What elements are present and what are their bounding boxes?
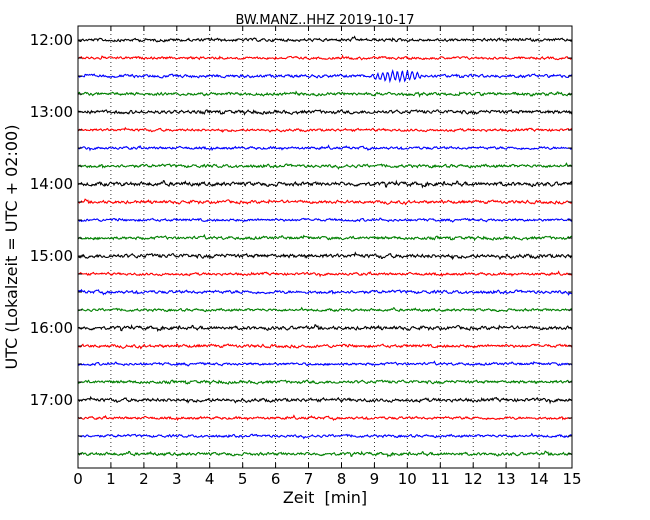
x-tick-label-3: 3: [172, 470, 182, 488]
y-tick-label-4: 16:00: [30, 319, 73, 337]
trace-1230: [77, 68, 573, 84]
x-axis-ticks: 0 1 2 3 4 5 6 7 8 9 10 11 12 13 14 15: [73, 26, 582, 488]
trace-1330: [77, 144, 573, 152]
x-tick-label-12: 12: [464, 470, 483, 488]
x-tick-label-1: 1: [106, 470, 116, 488]
trace-1300: [77, 109, 573, 116]
trace-1445: [77, 233, 573, 242]
trace-1600: [77, 324, 573, 333]
trace-1415: [77, 198, 573, 206]
trace-1245: [77, 90, 573, 98]
x-tick-label-4: 4: [205, 470, 215, 488]
y-axis-ticks: 12:00 13:00 14:00 15:00 16:00 17:00: [30, 31, 572, 455]
trace-1345: [77, 162, 573, 170]
x-tick-label-7: 7: [304, 470, 314, 488]
trace-1730: [77, 432, 573, 440]
trace-1515: [77, 270, 573, 278]
trace-1645: [77, 379, 573, 386]
trace-1700: [77, 395, 573, 405]
y-tick-label-3: 15:00: [30, 247, 73, 265]
y-tick-label-1: 13:00: [30, 103, 73, 121]
trace-1400: [77, 179, 573, 189]
trace-1530: [77, 288, 573, 296]
trace-1200: [77, 35, 573, 43]
x-tick-label-8: 8: [337, 470, 347, 488]
x-tick-label-0: 0: [73, 470, 83, 488]
y-axis-label: UTC (Lokalzeit = UTC + 02:00): [2, 125, 21, 370]
x-tick-label-9: 9: [370, 470, 380, 488]
x-tick-label-2: 2: [139, 470, 149, 488]
x-axis-label: Zeit [min]: [283, 488, 367, 507]
trace-1615: [77, 343, 573, 350]
trace-1215: [77, 54, 573, 61]
trace-1430: [77, 217, 573, 223]
x-tick-label-5: 5: [238, 470, 248, 488]
seismic-traces: [77, 35, 573, 458]
trace-1630: [77, 360, 573, 367]
trace-1315: [77, 126, 573, 133]
plot-frame: [77, 25, 573, 469]
x-tick-label-15: 15: [562, 470, 581, 488]
chart-title: BW.MANZ..HHZ 2019-10-17: [235, 13, 414, 28]
vertical-grid: [110, 26, 540, 468]
trace-1545: [77, 306, 573, 313]
trace-1715: [77, 414, 573, 422]
y-tick-label-0: 12:00: [30, 31, 73, 49]
x-tick-label-10: 10: [398, 470, 417, 488]
y-tick-label-2: 14:00: [30, 175, 73, 193]
y-tick-label-5: 17:00: [30, 391, 73, 409]
x-tick-label-14: 14: [530, 470, 549, 488]
trace-1745: [77, 450, 573, 458]
x-tick-label-11: 11: [431, 470, 450, 488]
x-tick-label-13: 13: [497, 470, 516, 488]
x-tick-label-6: 6: [271, 470, 281, 488]
trace-1500: [77, 251, 573, 261]
